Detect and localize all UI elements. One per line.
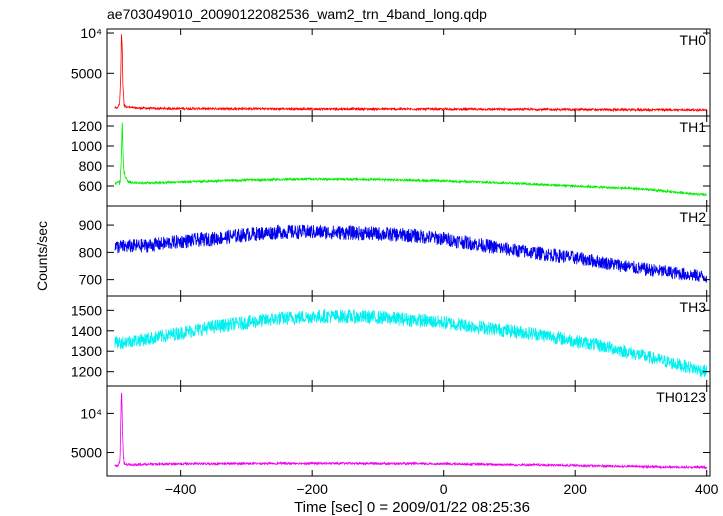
panel-th1: 600 800 1000 1200 TH1 — [71, 115, 711, 207]
panels: 5000 10⁴ TH0 600 800 1000 1200 TH1 700 800 900 TH2 1… — [71, 25, 719, 497]
x-tick-label: 200 — [564, 481, 588, 497]
panel-th0123: 5000 10⁴ TH0123 — [71, 385, 711, 477]
panel-frame — [106, 28, 711, 117]
x-axis-label: Time [sec] 0 = 2009/01/22 08:25:36 — [294, 499, 530, 516]
panel-frame — [106, 205, 711, 297]
y-tick-label: 1000 — [71, 138, 102, 154]
series-line-th1 — [114, 122, 708, 197]
y-tick-label: 700 — [79, 272, 103, 288]
series-line-th0 — [114, 34, 708, 113]
y-tick-label: 600 — [79, 178, 103, 194]
y-tick-label: 900 — [79, 217, 103, 233]
panel-label: TH0123 — [656, 389, 706, 405]
panel-th3: 1200 1300 1400 1500 TH3 — [71, 295, 711, 387]
y-tick-label: 5000 — [71, 65, 102, 81]
y-tick-label: 5000 — [71, 445, 102, 461]
panel-label: TH2 — [680, 209, 707, 225]
x-tick-label: 0 — [440, 481, 448, 497]
series-line-th3 — [114, 308, 708, 378]
y-tick-label: 10⁴ — [80, 405, 102, 421]
y-tick-label: 1500 — [71, 302, 102, 318]
x-tick-label: 400 — [695, 481, 719, 497]
panel-label: TH0 — [680, 32, 707, 48]
panel-th0: 5000 10⁴ TH0 — [71, 25, 711, 117]
y-tick-label: 10⁴ — [80, 25, 102, 41]
x-tick-label: −400 — [165, 481, 197, 497]
y-tick-label: 1400 — [71, 323, 102, 339]
series-line-th0123 — [114, 392, 708, 470]
panel-frame — [106, 385, 711, 477]
chart-title: ae703049010_20090122082536_wam2_trn_4ban… — [107, 6, 487, 22]
y-tick-label: 1200 — [71, 364, 102, 380]
y-tick-label: 1300 — [71, 343, 102, 359]
y-tick-label: 1200 — [71, 118, 102, 134]
series-line-th2 — [114, 224, 708, 283]
panel-label: TH1 — [680, 119, 707, 135]
panel-frame — [106, 295, 711, 387]
panel-frame — [106, 115, 711, 207]
panel-th2: 700 800 900 TH2 — [79, 205, 711, 297]
panel-label: TH3 — [680, 299, 707, 315]
y-axis-label: Counts/sec — [34, 221, 50, 291]
y-tick-label: 800 — [79, 158, 103, 174]
y-tick-label: 800 — [79, 244, 103, 260]
x-tick-label: −200 — [296, 481, 328, 497]
